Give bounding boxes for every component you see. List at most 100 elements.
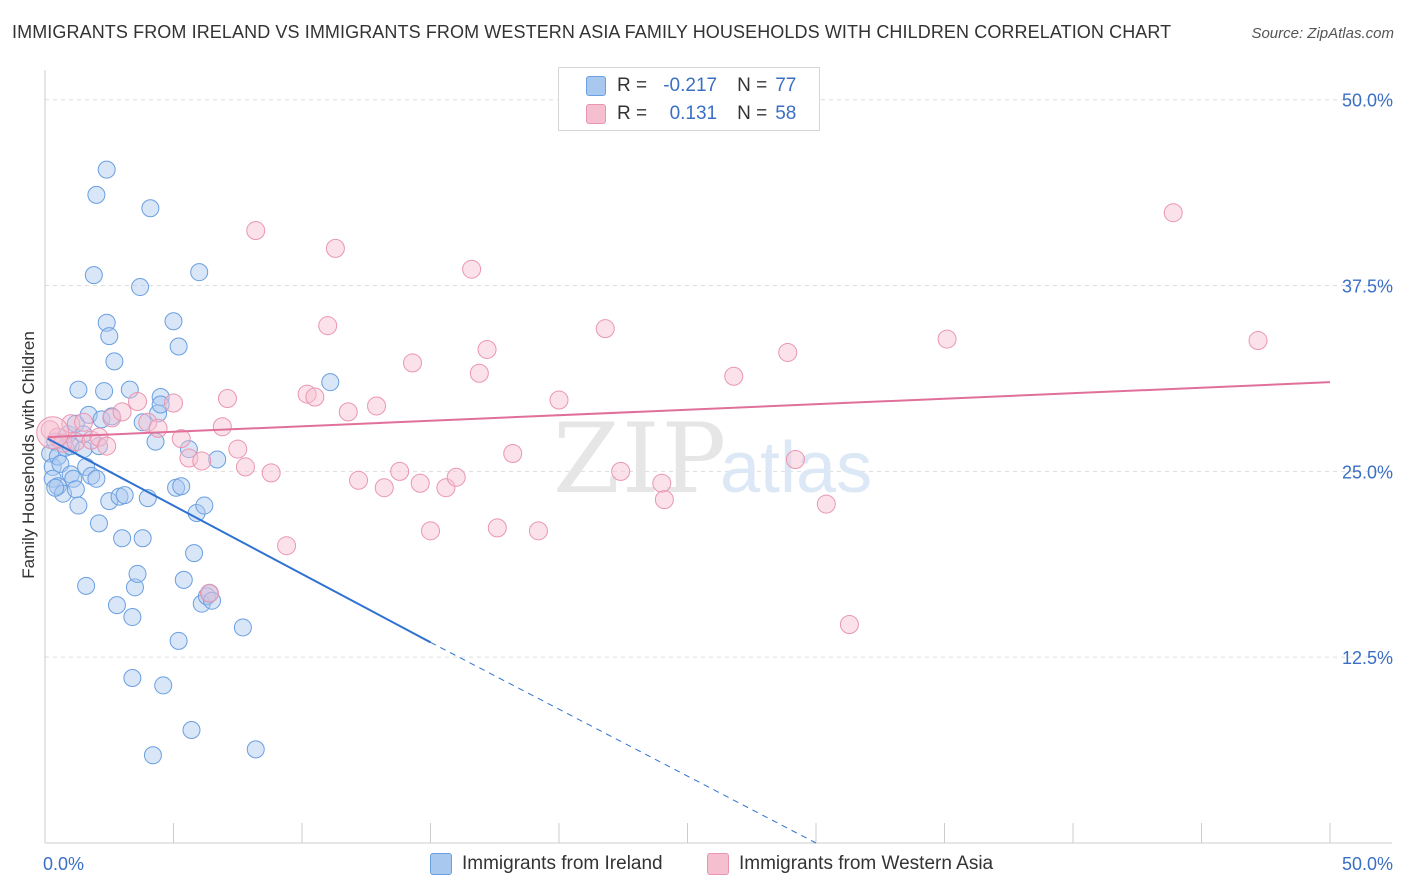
legend-row-ireland: R = -0.217 N = 77 bbox=[617, 73, 796, 99]
data-point-western-asia bbox=[462, 259, 482, 279]
data-point-ireland bbox=[77, 576, 96, 595]
data-point-ireland bbox=[154, 676, 173, 695]
bottom-legend-swatch-western-asia bbox=[707, 853, 729, 875]
data-point-ireland bbox=[131, 278, 150, 297]
data-point-western-asia bbox=[212, 417, 232, 437]
data-point-ireland bbox=[208, 450, 227, 469]
data-point-western-asia bbox=[487, 518, 507, 538]
y-axis-label: Family Households with Children bbox=[19, 331, 38, 579]
data-point-ireland bbox=[195, 496, 214, 515]
legend-swatch-western-asia bbox=[586, 104, 606, 124]
bottom-legend-swatch-ireland bbox=[430, 853, 452, 875]
data-point-ireland bbox=[246, 740, 265, 759]
data-point-ireland bbox=[190, 263, 209, 282]
data-point-western-asia bbox=[246, 221, 266, 241]
data-point-ireland bbox=[120, 380, 139, 399]
bottom-legend-western-asia: Immigrants from Western Asia bbox=[707, 852, 993, 876]
axes bbox=[44, 70, 1392, 844]
data-point-western-asia bbox=[318, 316, 338, 336]
data-point-western-asia bbox=[654, 490, 674, 510]
series-ireland-points bbox=[41, 160, 340, 765]
data-point-western-asia bbox=[816, 494, 836, 514]
data-point-western-asia bbox=[97, 436, 117, 456]
data-point-western-asia bbox=[217, 389, 237, 409]
legend-n-label: N = bbox=[737, 75, 768, 96]
bottom-legend-label-western-asia: Immigrants from Western Asia bbox=[739, 853, 994, 874]
data-point-ireland bbox=[321, 373, 340, 392]
data-point-western-asia bbox=[349, 470, 369, 490]
legend-n-value-ireland: 77 bbox=[775, 75, 797, 96]
data-point-ireland bbox=[133, 529, 152, 548]
trend-line-ireland bbox=[47, 437, 431, 644]
y-tick-label: 37.5% bbox=[1342, 277, 1393, 297]
data-point-ireland bbox=[64, 469, 83, 488]
legend-r-value-ireland: -0.217 bbox=[663, 75, 718, 96]
data-point-western-asia bbox=[724, 366, 744, 386]
data-point-western-asia bbox=[305, 387, 325, 407]
data-point-western-asia bbox=[102, 408, 122, 428]
data-point-ireland bbox=[174, 570, 193, 589]
data-point-western-asia bbox=[611, 461, 631, 481]
data-point-western-asia bbox=[277, 536, 297, 556]
source-label: Source: ZipAtlas.com bbox=[1251, 25, 1394, 42]
data-point-western-asia bbox=[261, 463, 281, 483]
data-point-western-asia bbox=[436, 478, 456, 498]
data-point-western-asia bbox=[446, 467, 466, 487]
legend-row-western-asia: R = 0.131 N = 58 bbox=[617, 101, 796, 127]
data-point-western-asia bbox=[785, 449, 805, 469]
data-point-ireland bbox=[82, 466, 101, 485]
tick-labels: 12.5% 25.0% 37.5% 50.0% 0.0% 50.0% bbox=[43, 91, 1393, 874]
data-point-ireland bbox=[97, 160, 116, 179]
watermark-zip: ZIP bbox=[553, 403, 728, 515]
data-point-western-asia bbox=[128, 391, 148, 411]
data-point-western-asia bbox=[171, 429, 191, 449]
legend-r-label: R = bbox=[617, 103, 648, 124]
data-point-ireland bbox=[143, 746, 162, 765]
data-point-western-asia bbox=[652, 473, 672, 493]
data-point-western-asia bbox=[235, 457, 255, 477]
y-tick-label: 50.0% bbox=[1342, 91, 1393, 111]
data-point-ireland bbox=[100, 492, 119, 511]
data-point-western-asia bbox=[40, 420, 60, 440]
data-point-ireland bbox=[92, 410, 111, 429]
legend-r-value-western-asia: 0.131 bbox=[669, 103, 718, 124]
y-tick-label: 12.5% bbox=[1342, 648, 1393, 668]
data-point-western-asia bbox=[410, 473, 430, 493]
data-point-western-asia bbox=[367, 396, 387, 416]
series-western-asia-points bbox=[36, 203, 1268, 634]
data-point-ireland bbox=[169, 337, 188, 356]
data-point-ireland bbox=[107, 596, 126, 615]
data-point-western-asia bbox=[528, 521, 548, 541]
trend-line-ireland-extension bbox=[430, 641, 817, 844]
data-point-ireland bbox=[69, 496, 88, 515]
data-point-ireland bbox=[123, 668, 142, 687]
data-point-ireland bbox=[95, 382, 114, 401]
trend-line-western-asia bbox=[47, 381, 1331, 439]
data-point-ireland bbox=[169, 631, 188, 650]
correlation-legend: R = -0.217 N = 77 R = 0.131 N = 58 bbox=[558, 67, 820, 131]
data-point-western-asia bbox=[1163, 203, 1183, 223]
data-point-western-asia bbox=[338, 402, 358, 422]
data-point-ireland bbox=[87, 185, 106, 204]
data-point-ireland bbox=[123, 608, 142, 627]
data-point-western-asia bbox=[164, 393, 183, 413]
data-point-ireland bbox=[115, 486, 134, 505]
y-tick-label: 25.0% bbox=[1342, 462, 1393, 482]
data-point-ireland bbox=[185, 544, 204, 563]
data-point-ireland bbox=[105, 352, 124, 371]
data-point-ireland bbox=[141, 199, 160, 218]
data-point-ireland bbox=[100, 327, 119, 346]
data-point-ireland bbox=[87, 469, 106, 488]
chart-title: IMMIGRANTS FROM IRELAND VS IMMIGRANTS FR… bbox=[12, 22, 1172, 42]
data-point-ireland bbox=[128, 564, 147, 583]
data-point-western-asia bbox=[192, 451, 212, 471]
grid-lines bbox=[45, 99, 1392, 658]
data-point-ireland bbox=[233, 618, 252, 637]
data-point-western-asia bbox=[374, 478, 394, 498]
bottom-legend-ireland: Immigrants from Ireland bbox=[430, 852, 663, 876]
data-point-western-asia bbox=[325, 238, 345, 258]
data-point-western-asia bbox=[390, 461, 410, 481]
data-point-western-asia bbox=[421, 521, 440, 541]
data-point-ireland bbox=[66, 480, 85, 499]
